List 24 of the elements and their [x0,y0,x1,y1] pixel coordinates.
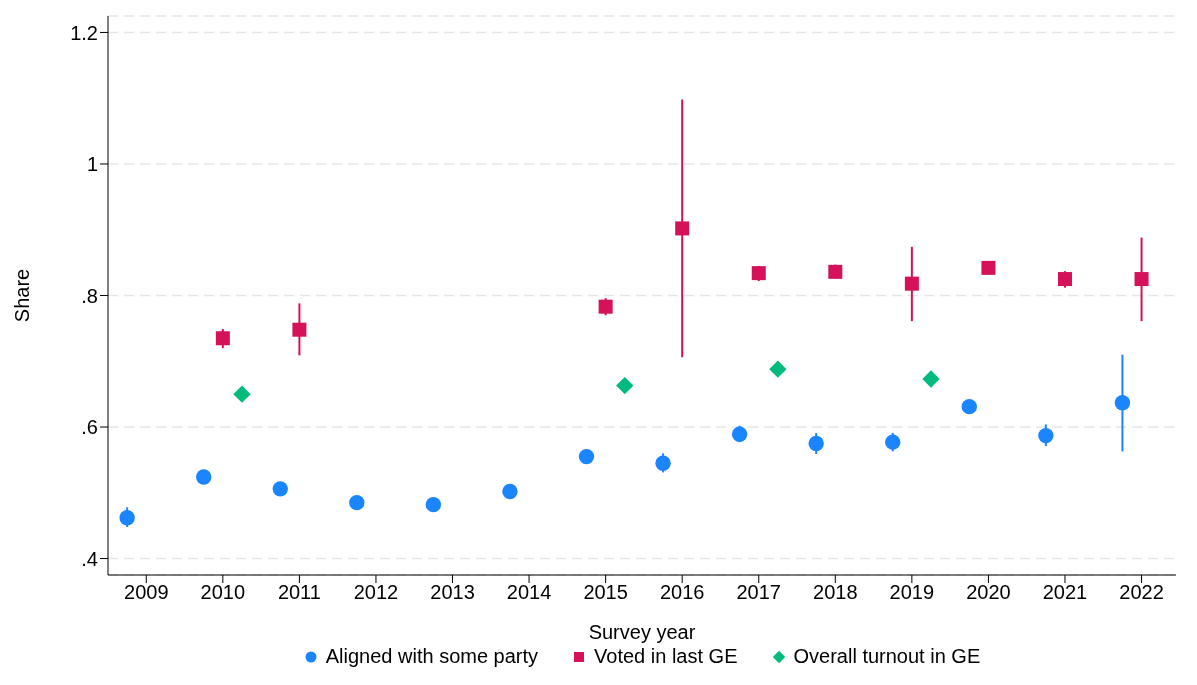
x-tick-label: 2021 [1042,581,1088,604]
y-tick-label: 1 [86,153,98,176]
x-tick-label: 2009 [124,581,169,604]
x-tick-label: 2013 [430,581,475,604]
x-tick-label: 2020 [966,581,1011,604]
x-tick-label: 2015 [583,581,628,604]
legend-label: Aligned with some party [325,645,539,668]
x-axis-title: Survey year [588,621,696,643]
x-tick-label: 2014 [506,581,552,604]
x-tick-label: 2022 [1119,581,1164,604]
legend-label: Overall turnout in GE [793,645,981,668]
y-tick-label: .8 [81,284,98,307]
x-tick-label: 2017 [736,581,781,604]
x-tick-label: 2016 [659,581,705,604]
y-tick-label: 1.2 [70,21,98,44]
legend-label: Voted in last GE [594,645,738,668]
x-tick-label: 2012 [353,581,399,604]
y-tick-label: .4 [81,547,98,570]
x-tick-label: 2011 [277,581,321,604]
x-tick-label: 2019 [889,581,935,604]
y-tick-label: .6 [81,416,98,439]
y-axis-title: Share [11,268,34,323]
x-tick-label: 2010 [200,581,246,604]
x-tick-label: 2018 [813,581,858,604]
